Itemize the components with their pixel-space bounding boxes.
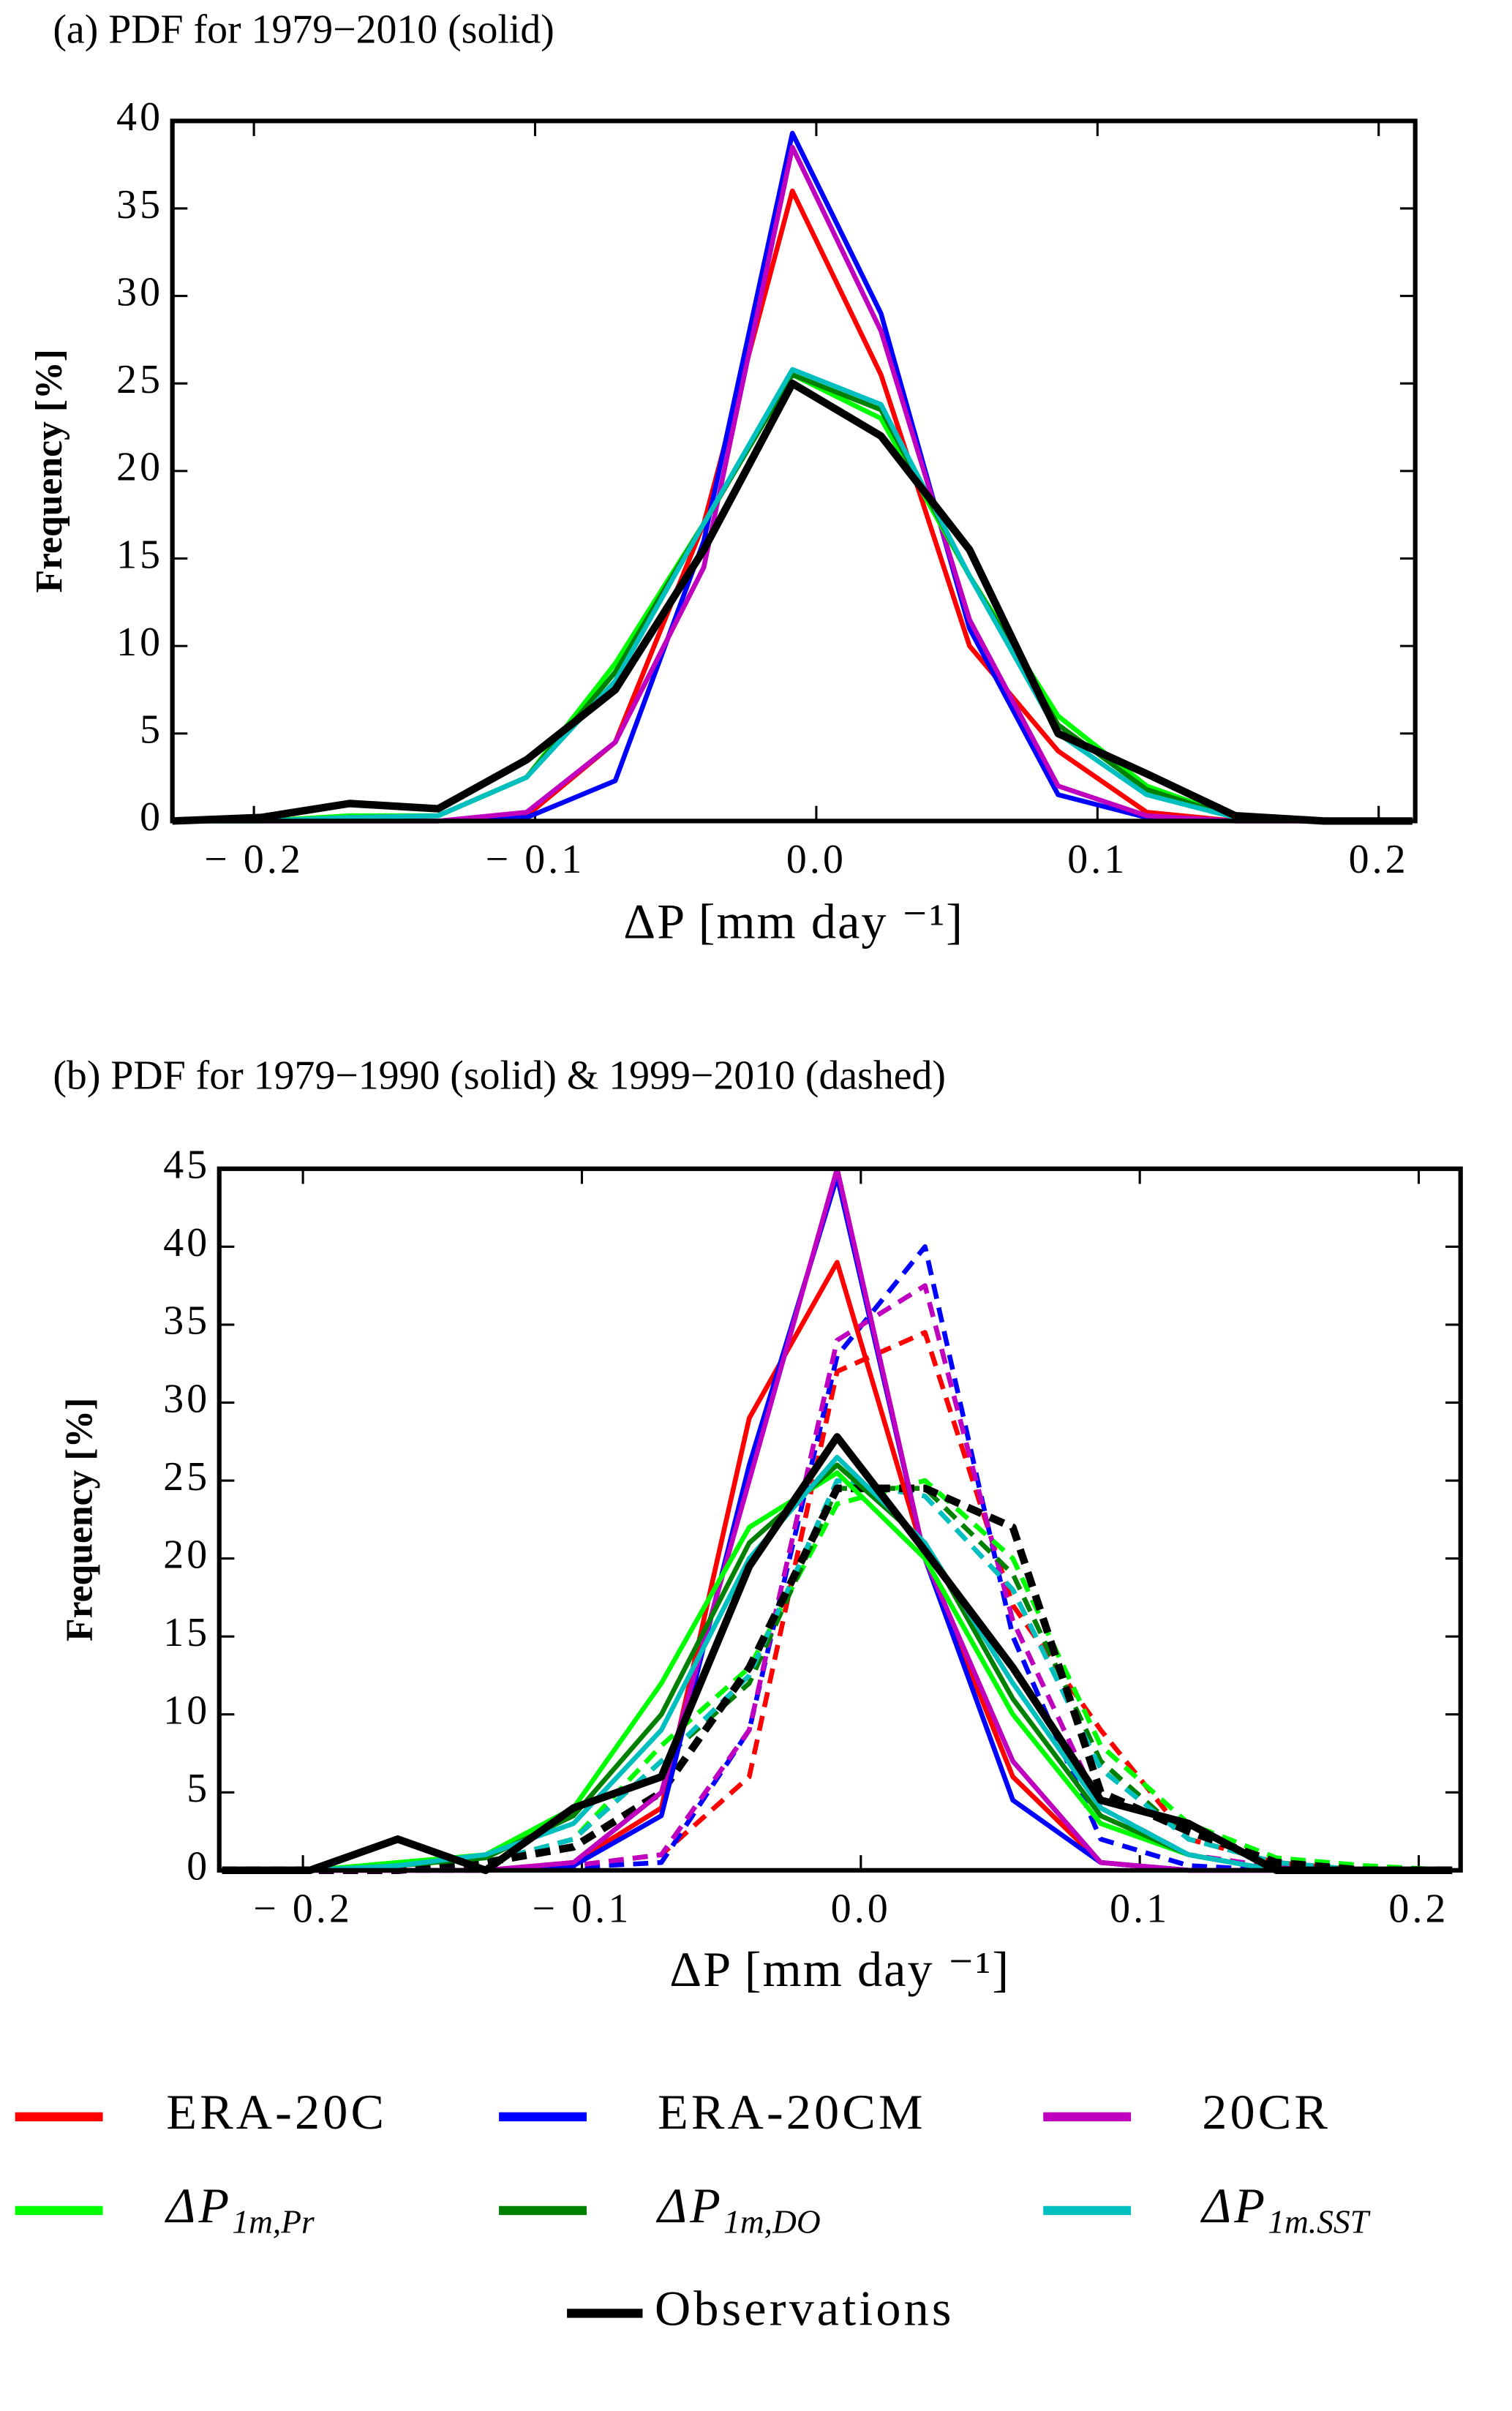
y-tick-label: 20 [163, 1532, 210, 1577]
y-axis-label: Frequency [%] [29, 349, 70, 593]
line-series [222, 1484, 1453, 1875]
line-series [172, 188, 1413, 824]
legend-name: ΔP [655, 2178, 723, 2233]
legend-name: ERA-20C [166, 2083, 387, 2139]
x-tick-label: 0.2 [1388, 1887, 1448, 1932]
y-tick-label: 0 [140, 794, 163, 840]
line-series [222, 1478, 1453, 1873]
x-tick-label: 0.0 [831, 1887, 891, 1932]
legend-subscript: 1m.SST [1268, 2203, 1370, 2241]
y-tick-label: 10 [163, 1688, 210, 1734]
legend-name: ΔP [164, 2178, 232, 2233]
y-tick-label: 15 [116, 532, 163, 577]
legend-label: ΔP1m,Pr [164, 2178, 315, 2241]
plot-frame [217, 1166, 1463, 1873]
line-series [222, 1470, 1453, 1873]
line-series [222, 1166, 1453, 1873]
x-tick-label: 0.1 [1067, 837, 1127, 882]
line-series [172, 372, 1413, 824]
line-series [172, 144, 1413, 824]
x-tick-label: 0.0 [786, 837, 846, 882]
legend-name: 20CR [1202, 2083, 1331, 2139]
y-tick-label: 15 [163, 1610, 210, 1655]
y-tick-label: 5 [187, 1766, 210, 1811]
y-tick-label: 30 [163, 1376, 210, 1421]
line-series [172, 380, 1413, 825]
y-tick-label: 45 [163, 1143, 210, 1188]
legend-subscript: 1m,DO [723, 2203, 821, 2241]
x-tick-label: − 0.2 [253, 1887, 353, 1932]
chart-title: (a) PDF for 1979−2010 (solid) [53, 7, 554, 52]
chart-title: (b) PDF for 1979−1990 (solid) & 1999−201… [53, 1053, 946, 1099]
y-tick-label: 25 [163, 1454, 210, 1500]
x-tick-label: − 0.1 [486, 837, 585, 882]
x-tick-label: − 0.2 [204, 837, 304, 882]
legend-label: ΔP1m.SST [1200, 2178, 1370, 2241]
line-series [172, 130, 1413, 824]
line-series [172, 366, 1413, 824]
y-tick-label: 40 [116, 94, 163, 140]
line-series [222, 1486, 1453, 1873]
line-series [222, 1330, 1453, 1873]
line-series [222, 1478, 1453, 1873]
legend-subscript: 1m,Pr [232, 2203, 315, 2241]
x-axis-label: ΔP [mm day ⁻¹] [623, 894, 964, 949]
y-axis-label: Frequency [%] [59, 1398, 101, 1641]
y-tick-label: 40 [163, 1220, 210, 1265]
x-tick-label: 0.2 [1349, 837, 1409, 882]
x-axis-label: ΔP [mm day ⁻¹] [669, 1941, 1010, 1997]
legend-name: Observations [655, 2280, 955, 2336]
line-series [222, 1433, 1453, 1875]
x-tick-label: − 0.1 [533, 1887, 632, 1932]
legend-label: ΔP1m,DO [655, 2178, 821, 2241]
y-tick-label: 25 [116, 357, 163, 402]
y-tick-label: 20 [116, 445, 163, 490]
line-series [222, 1260, 1453, 1873]
legend-label: 20CR [1202, 2083, 1331, 2139]
line-series [222, 1454, 1453, 1873]
plot-frame [170, 119, 1418, 824]
line-series [222, 1462, 1453, 1873]
legend-name: ΔP [1200, 2178, 1268, 2233]
legend-label: ERA-20CM [658, 2083, 926, 2139]
x-tick-label: 0.1 [1110, 1887, 1170, 1932]
y-tick-label: 30 [116, 269, 163, 315]
y-tick-label: 10 [116, 620, 163, 665]
legend-label: ERA-20C [166, 2083, 387, 2139]
legend-name: ERA-20CM [658, 2083, 926, 2139]
y-tick-label: 0 [187, 1844, 210, 1889]
y-tick-label: 35 [163, 1298, 210, 1344]
line-series [172, 372, 1413, 824]
line-series [222, 1174, 1453, 1873]
y-tick-label: 35 [116, 182, 163, 227]
y-tick-label: 5 [140, 707, 163, 753]
legend-label: Observations [655, 2280, 955, 2336]
